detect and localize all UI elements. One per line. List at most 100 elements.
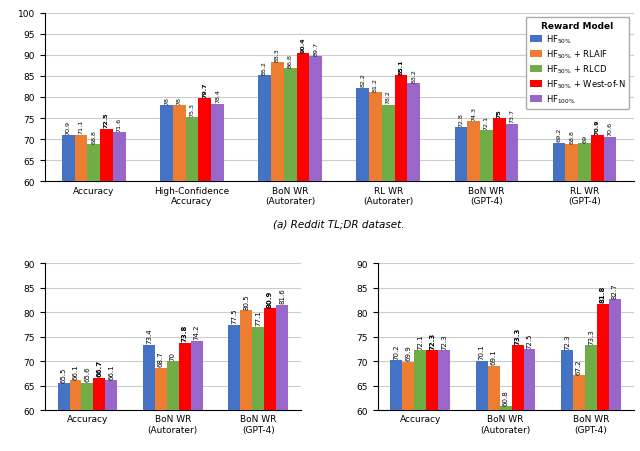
Bar — [179, 343, 191, 451]
Bar — [160, 106, 173, 435]
Text: 86.8: 86.8 — [287, 54, 292, 68]
Bar — [524, 350, 536, 451]
Text: 72.5: 72.5 — [104, 112, 109, 128]
Text: 70: 70 — [170, 351, 176, 360]
Text: 81.8: 81.8 — [600, 285, 606, 303]
Text: 70.9: 70.9 — [595, 120, 600, 135]
Text: 71.6: 71.6 — [117, 118, 122, 132]
Bar — [93, 377, 106, 451]
Text: 80.9: 80.9 — [267, 290, 273, 307]
Bar — [573, 375, 585, 451]
Text: 65.5: 65.5 — [61, 367, 67, 382]
Text: (a) Reddit TL;DR dataset.: (a) Reddit TL;DR dataset. — [273, 219, 405, 229]
Bar — [155, 368, 167, 451]
Text: 72.8: 72.8 — [458, 113, 463, 127]
Bar — [565, 145, 578, 435]
Bar — [493, 119, 506, 435]
Bar — [382, 106, 395, 435]
Bar — [585, 345, 597, 451]
Bar — [271, 63, 284, 435]
Text: 66.7: 66.7 — [97, 359, 102, 376]
Text: 81.2: 81.2 — [373, 78, 378, 92]
Text: 66.1: 66.1 — [72, 364, 79, 379]
Bar — [240, 310, 252, 451]
Text: 74.2: 74.2 — [194, 324, 200, 340]
Text: 68.8: 68.8 — [92, 130, 97, 144]
Bar — [476, 361, 488, 451]
Text: 74.3: 74.3 — [471, 106, 476, 120]
Bar — [609, 299, 621, 451]
Text: 70.6: 70.6 — [607, 122, 612, 136]
Text: 70.1: 70.1 — [479, 344, 484, 359]
Text: 68.7: 68.7 — [158, 351, 164, 367]
Bar — [252, 327, 264, 451]
Bar — [186, 118, 198, 435]
Text: 88.3: 88.3 — [275, 48, 280, 61]
Text: 75.3: 75.3 — [189, 102, 195, 116]
Text: 72.5: 72.5 — [527, 332, 532, 348]
Text: 69: 69 — [582, 134, 587, 143]
Bar — [390, 361, 403, 451]
Bar — [414, 350, 426, 451]
Bar — [167, 362, 179, 451]
Bar — [106, 381, 117, 451]
Bar — [173, 106, 186, 435]
Bar — [408, 84, 420, 435]
Text: 73.4: 73.4 — [146, 328, 152, 344]
Bar — [62, 136, 75, 435]
Text: 78.4: 78.4 — [215, 89, 220, 103]
Text: 82.7: 82.7 — [612, 282, 618, 298]
Bar — [356, 88, 369, 435]
Bar — [284, 69, 296, 435]
Text: 79.7: 79.7 — [202, 82, 207, 98]
Bar — [578, 144, 591, 435]
Bar — [500, 406, 511, 451]
Bar — [276, 305, 288, 451]
Bar — [228, 325, 240, 451]
Text: 82.2: 82.2 — [360, 74, 365, 87]
Bar — [264, 308, 276, 451]
Text: 69.1: 69.1 — [491, 349, 497, 364]
Bar — [70, 381, 81, 451]
Bar — [296, 54, 309, 435]
Text: 73.3: 73.3 — [515, 327, 520, 344]
Text: 71.1: 71.1 — [79, 120, 84, 134]
Bar — [511, 345, 524, 451]
Bar — [488, 366, 500, 451]
Text: 69.2: 69.2 — [557, 128, 561, 142]
Text: 72.3: 72.3 — [564, 333, 570, 349]
Bar — [467, 122, 480, 435]
Text: 65.6: 65.6 — [84, 366, 90, 382]
Bar — [403, 362, 414, 451]
Text: 73.3: 73.3 — [588, 328, 594, 344]
Bar — [113, 133, 125, 435]
Text: 60.8: 60.8 — [502, 389, 509, 405]
Text: 72.3: 72.3 — [429, 331, 435, 349]
Text: 78: 78 — [177, 97, 182, 105]
Bar — [58, 383, 70, 451]
Text: 78: 78 — [164, 97, 169, 105]
Bar — [506, 124, 518, 435]
Bar — [591, 136, 604, 435]
Text: 85.1: 85.1 — [399, 60, 404, 75]
Text: 78.2: 78.2 — [386, 90, 391, 104]
Bar — [88, 145, 100, 435]
Text: 72.3: 72.3 — [441, 333, 447, 349]
Text: 72.1: 72.1 — [484, 116, 489, 130]
Text: 85.2: 85.2 — [262, 61, 267, 74]
Bar — [553, 143, 565, 435]
Bar — [259, 76, 271, 435]
Bar — [211, 105, 224, 435]
Text: 80.5: 80.5 — [243, 293, 249, 309]
Bar — [604, 138, 616, 435]
Text: 75: 75 — [497, 109, 502, 118]
Text: 90.4: 90.4 — [300, 37, 305, 53]
Text: 89.7: 89.7 — [313, 41, 318, 55]
Text: 72.1: 72.1 — [417, 333, 423, 349]
Bar — [191, 341, 203, 451]
Text: 69.9: 69.9 — [405, 345, 412, 361]
Text: 66.1: 66.1 — [108, 364, 115, 379]
Text: 77.1: 77.1 — [255, 310, 261, 326]
Bar — [426, 350, 438, 451]
Bar — [561, 350, 573, 451]
